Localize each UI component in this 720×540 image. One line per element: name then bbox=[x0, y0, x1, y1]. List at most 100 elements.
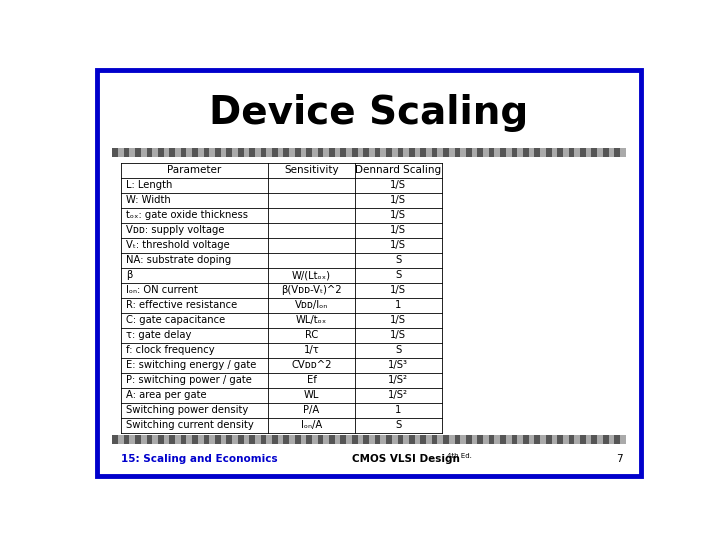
Bar bbox=[306, 435, 312, 444]
Bar bbox=[517, 435, 523, 444]
Text: 1: 1 bbox=[395, 405, 402, 415]
Text: 1/S: 1/S bbox=[390, 225, 406, 235]
Bar bbox=[278, 148, 284, 157]
Bar bbox=[352, 435, 358, 444]
Text: 1/S: 1/S bbox=[390, 195, 406, 205]
Text: Switching current density: Switching current density bbox=[126, 420, 254, 430]
Bar bbox=[483, 435, 489, 444]
Text: CVᴅᴅ^2: CVᴅᴅ^2 bbox=[292, 360, 332, 370]
Bar bbox=[603, 435, 608, 444]
Bar bbox=[210, 148, 215, 157]
Bar bbox=[243, 148, 249, 157]
Bar bbox=[512, 435, 517, 444]
Text: 1/S: 1/S bbox=[390, 210, 406, 220]
Text: tₒₓ: gate oxide thickness: tₒₓ: gate oxide thickness bbox=[126, 210, 248, 220]
Text: β: β bbox=[126, 270, 132, 280]
Bar bbox=[432, 148, 438, 157]
Bar bbox=[614, 148, 620, 157]
Text: CMOS VLSI Design: CMOS VLSI Design bbox=[352, 454, 460, 464]
Text: Device Scaling: Device Scaling bbox=[210, 93, 528, 132]
Bar bbox=[318, 148, 323, 157]
Bar bbox=[415, 435, 420, 444]
Bar bbox=[198, 435, 204, 444]
Bar bbox=[557, 435, 563, 444]
Bar bbox=[306, 148, 312, 157]
Bar bbox=[300, 148, 306, 157]
Bar bbox=[272, 435, 278, 444]
Bar bbox=[540, 148, 546, 157]
Bar bbox=[477, 148, 483, 157]
Bar bbox=[534, 148, 540, 157]
Bar bbox=[580, 435, 586, 444]
Bar bbox=[118, 435, 124, 444]
Text: 1/S: 1/S bbox=[390, 315, 406, 325]
Bar bbox=[386, 148, 392, 157]
Text: f: clock frequency: f: clock frequency bbox=[126, 345, 215, 355]
Bar bbox=[323, 148, 329, 157]
Bar bbox=[608, 435, 614, 444]
Text: Parameter: Parameter bbox=[167, 165, 222, 175]
Bar bbox=[603, 148, 608, 157]
Text: P/A: P/A bbox=[303, 405, 320, 415]
Bar bbox=[403, 148, 409, 157]
Bar bbox=[528, 435, 534, 444]
Bar bbox=[204, 435, 210, 444]
Bar bbox=[130, 435, 135, 444]
Bar bbox=[512, 148, 517, 157]
Bar bbox=[278, 435, 284, 444]
Bar bbox=[552, 148, 557, 157]
Text: 1/S: 1/S bbox=[390, 240, 406, 250]
Bar bbox=[500, 148, 506, 157]
Bar bbox=[226, 435, 232, 444]
Bar bbox=[312, 435, 318, 444]
Bar bbox=[597, 148, 603, 157]
Bar bbox=[329, 435, 335, 444]
Bar bbox=[210, 435, 215, 444]
Bar bbox=[438, 148, 443, 157]
Bar bbox=[460, 435, 466, 444]
Bar bbox=[489, 148, 495, 157]
Bar bbox=[158, 435, 163, 444]
Bar bbox=[118, 148, 124, 157]
Text: 15: Scaling and Economics: 15: Scaling and Economics bbox=[121, 454, 277, 464]
Bar bbox=[563, 435, 569, 444]
Bar bbox=[124, 435, 130, 444]
Text: Switching power density: Switching power density bbox=[126, 405, 248, 415]
Bar bbox=[198, 148, 204, 157]
Bar bbox=[392, 148, 397, 157]
Bar bbox=[221, 148, 226, 157]
Bar bbox=[141, 435, 147, 444]
Bar bbox=[420, 148, 426, 157]
Bar bbox=[300, 435, 306, 444]
Text: 4th Ed.: 4th Ed. bbox=[447, 453, 472, 458]
Text: 1/S²: 1/S² bbox=[388, 375, 408, 385]
Bar bbox=[438, 435, 443, 444]
Bar bbox=[221, 435, 226, 444]
Text: 7: 7 bbox=[616, 454, 623, 464]
Bar bbox=[449, 148, 454, 157]
Bar bbox=[341, 435, 346, 444]
Bar bbox=[528, 148, 534, 157]
Bar bbox=[215, 435, 221, 444]
Bar bbox=[135, 148, 141, 157]
Bar bbox=[261, 148, 266, 157]
Bar bbox=[232, 435, 238, 444]
Bar bbox=[255, 148, 261, 157]
Bar bbox=[130, 148, 135, 157]
Text: Vᴅᴅ: supply voltage: Vᴅᴅ: supply voltage bbox=[126, 225, 225, 235]
Bar bbox=[112, 148, 118, 157]
Bar bbox=[620, 435, 626, 444]
Bar bbox=[192, 435, 198, 444]
Bar bbox=[181, 435, 186, 444]
Text: C: gate capacitance: C: gate capacitance bbox=[126, 315, 225, 325]
Bar bbox=[186, 148, 192, 157]
Text: Dennard Scaling: Dennard Scaling bbox=[355, 165, 441, 175]
Bar bbox=[289, 435, 295, 444]
Bar bbox=[323, 435, 329, 444]
Text: E: switching energy / gate: E: switching energy / gate bbox=[126, 360, 256, 370]
Bar bbox=[374, 435, 380, 444]
Bar bbox=[141, 148, 147, 157]
Text: 1/S: 1/S bbox=[390, 330, 406, 340]
Bar bbox=[318, 435, 323, 444]
Text: W/(Ltₒₓ): W/(Ltₒₓ) bbox=[292, 270, 331, 280]
